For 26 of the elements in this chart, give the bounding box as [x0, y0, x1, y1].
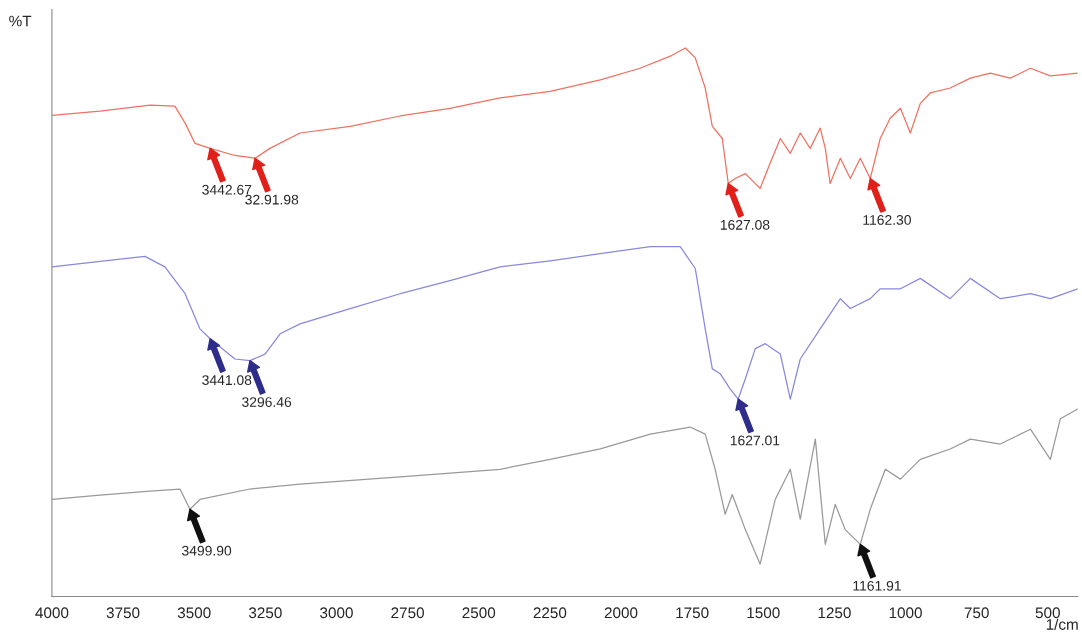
x-tick-label: 2000	[604, 607, 638, 619]
x-tick-label: 1000	[889, 607, 922, 619]
x-tick-label: 4000	[35, 607, 69, 619]
annotation: 3441.08	[202, 375, 252, 386]
annotation: 32.91.98	[245, 194, 299, 205]
annotation: 1162.30	[863, 215, 911, 225]
annotation: 1161.91	[853, 580, 901, 591]
x-tick-label: 1750	[676, 607, 709, 619]
x-tick-label: 2750	[391, 607, 424, 619]
annotation: 3499.90	[182, 545, 232, 556]
x-tick-label: 1500	[747, 607, 780, 619]
annotation: 3442.67	[202, 184, 252, 195]
x-tick-label: 3250	[248, 607, 282, 619]
x-tick-label: 3750	[106, 607, 140, 619]
annotation: 3296.46	[242, 397, 292, 407]
x-tick-label: 2250	[533, 607, 567, 619]
x-tick-label: 3000	[320, 607, 353, 619]
x-tick-label: 1250	[818, 607, 851, 619]
x-axis-title: 1/cm	[1046, 618, 1078, 630]
x-tick-label: 750	[964, 607, 989, 619]
x-tick-label: 2500	[462, 607, 496, 619]
annotation: 1627.01	[730, 435, 780, 446]
x-tick-label: 3500	[177, 607, 211, 619]
x-tick-label: 500	[1035, 607, 1060, 619]
y-axis-title: %T	[9, 15, 32, 27]
annotation: 1627.08	[720, 219, 770, 230]
